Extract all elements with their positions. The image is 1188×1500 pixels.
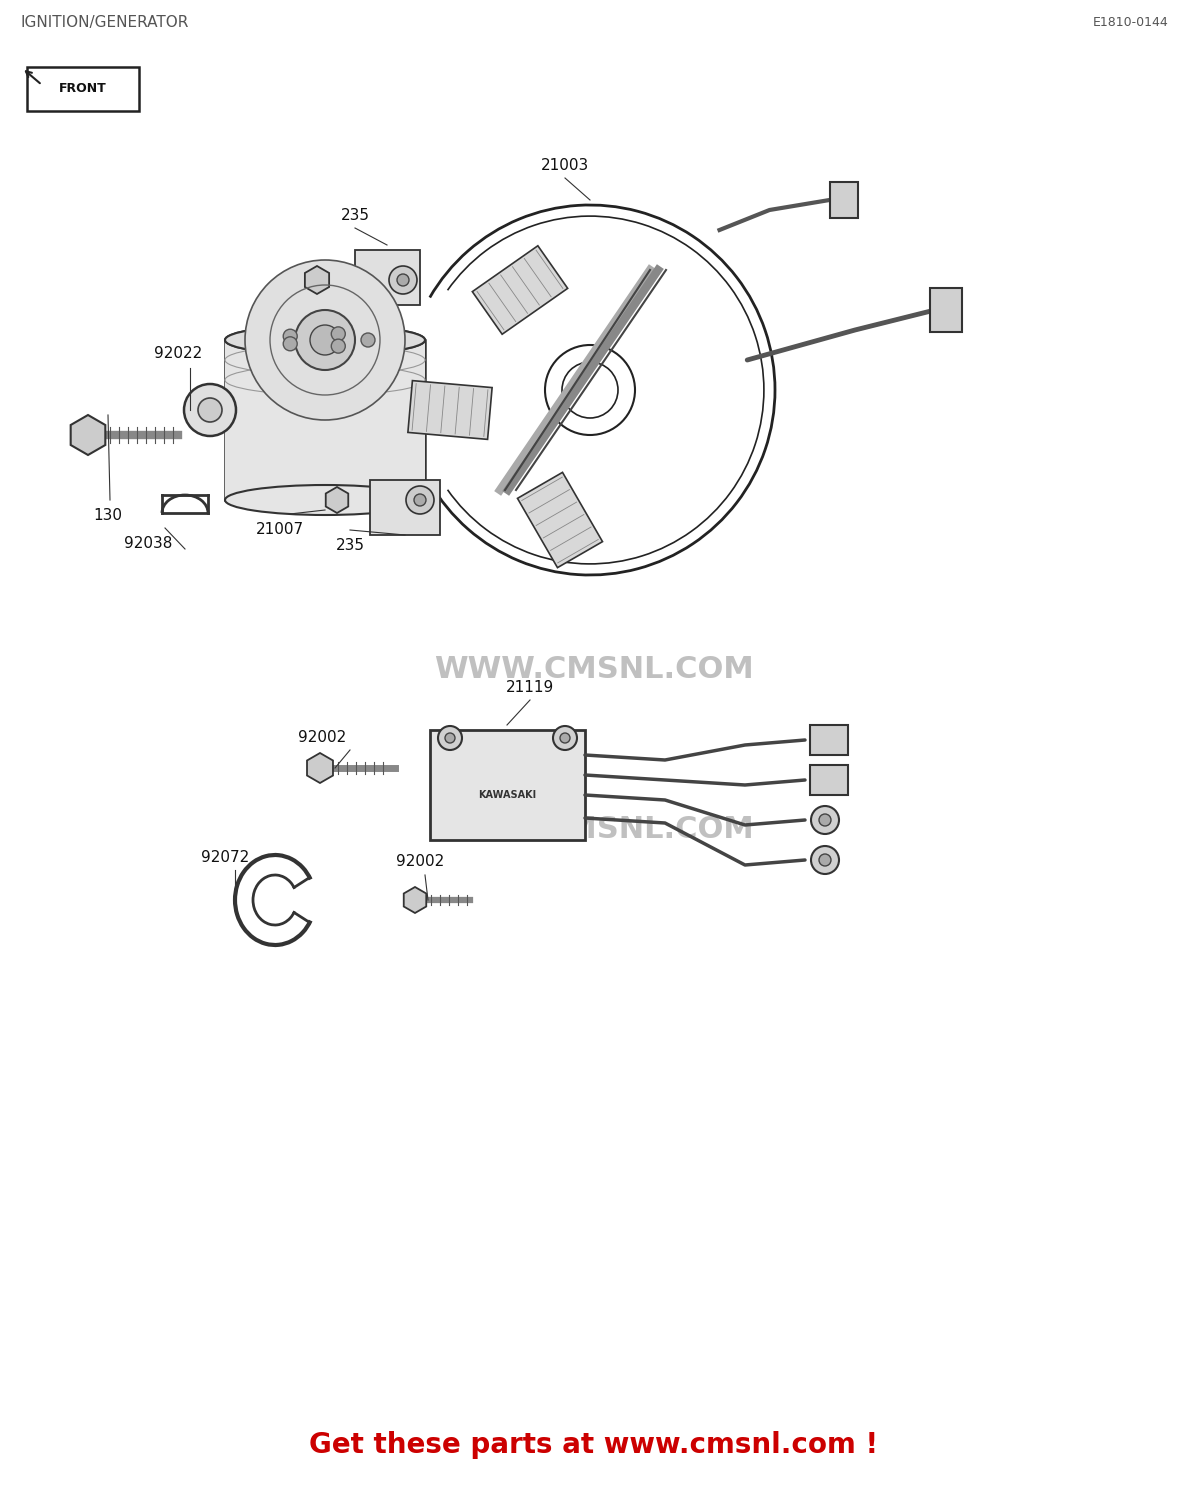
Text: 130: 130 [94,507,122,522]
Ellipse shape [225,326,425,356]
Text: 21003: 21003 [541,158,589,172]
FancyBboxPatch shape [829,182,858,218]
Circle shape [406,486,434,514]
Text: 21119: 21119 [506,680,554,694]
FancyBboxPatch shape [369,480,440,536]
Circle shape [331,339,346,352]
FancyBboxPatch shape [27,68,139,111]
Circle shape [552,726,577,750]
Circle shape [388,266,417,294]
Text: 92072: 92072 [201,849,249,864]
Circle shape [819,815,830,827]
Circle shape [819,853,830,865]
Text: FRONT: FRONT [59,82,107,96]
Circle shape [283,338,297,351]
Text: 92022: 92022 [154,345,202,360]
Circle shape [446,734,455,742]
Polygon shape [307,753,333,783]
Polygon shape [518,472,602,567]
Text: 235: 235 [341,207,369,222]
Text: 92002: 92002 [298,729,346,744]
Circle shape [295,310,355,370]
Circle shape [811,846,839,874]
Text: IGNITION/GENERATOR: IGNITION/GENERATOR [20,15,189,30]
Text: Get these parts at www.cmsnl.com !: Get these parts at www.cmsnl.com ! [309,1431,879,1460]
Text: 235: 235 [335,537,365,552]
Circle shape [438,726,462,750]
Circle shape [361,333,375,346]
FancyBboxPatch shape [810,724,848,754]
Circle shape [283,328,297,344]
Polygon shape [407,381,492,440]
Ellipse shape [225,484,425,514]
FancyBboxPatch shape [225,340,425,500]
Text: WWW.CMSNL.COM: WWW.CMSNL.COM [434,656,754,684]
Circle shape [198,398,222,422]
FancyBboxPatch shape [355,251,421,305]
Circle shape [811,806,839,834]
FancyBboxPatch shape [930,288,962,332]
Circle shape [397,274,409,286]
Text: E1810-0144: E1810-0144 [1092,15,1168,28]
Circle shape [413,494,426,506]
Polygon shape [70,416,106,454]
Polygon shape [305,266,329,294]
Polygon shape [404,886,426,914]
Text: KAWASAKI: KAWASAKI [478,790,536,800]
Polygon shape [473,246,568,334]
Circle shape [560,734,570,742]
Ellipse shape [225,326,425,356]
Text: 92002: 92002 [396,855,444,870]
Text: WWW.CMSNL.COM: WWW.CMSNL.COM [434,816,754,844]
Circle shape [245,260,405,420]
Circle shape [184,384,236,436]
Circle shape [310,326,340,356]
Polygon shape [326,488,348,513]
Text: 92038: 92038 [124,536,172,550]
Circle shape [331,327,346,340]
FancyBboxPatch shape [810,765,848,795]
Text: 21007: 21007 [255,522,304,537]
FancyBboxPatch shape [430,730,584,840]
